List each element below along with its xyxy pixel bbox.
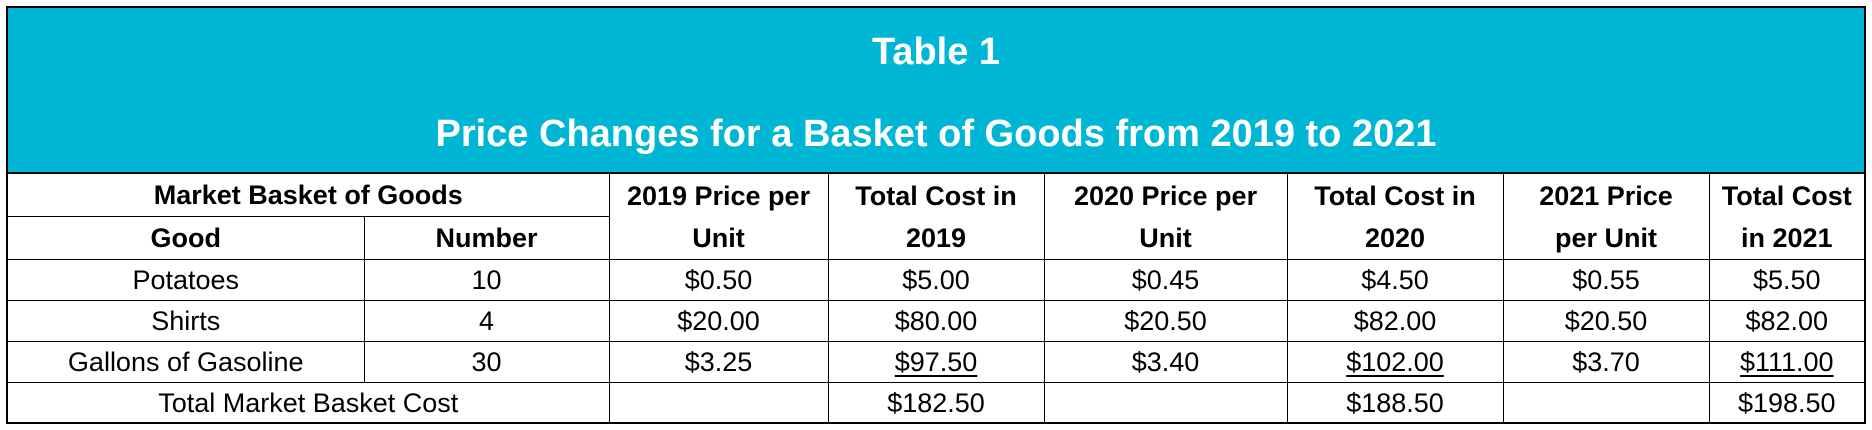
cell-2020-total: $82.00	[1286, 300, 1504, 342]
header-good: Good	[8, 216, 365, 260]
table-banner: Table 1 Price Changes for a Basket of Go…	[8, 8, 1864, 174]
table-row: Potatoes 10 $0.50 $5.00 $0.45 $4.50 $0.5…	[8, 259, 1865, 301]
underlined-value: $102.00	[1346, 346, 1444, 377]
cell-2019-price: $0.50	[608, 259, 829, 301]
header-2019-price: 2019 Price per Unit	[608, 174, 829, 260]
total-2019: $182.50	[827, 382, 1045, 424]
cell-2020-price: $20.50	[1043, 300, 1288, 342]
cell-2019-total: $80.00	[827, 300, 1045, 342]
table-container: Table 1 Price Changes for a Basket of Go…	[6, 6, 1866, 424]
total-label: Total Market Basket Cost	[8, 382, 610, 424]
price-table: Market Basket of Goods 2019 Price per Uni…	[8, 174, 1865, 424]
header-2021-total: Total Cost in 2021	[1708, 174, 1865, 260]
header-2020-total: Total Cost in 2020	[1286, 174, 1504, 260]
header-2019-total: Total Cost in 2019	[827, 174, 1045, 260]
cell-2019-total: $5.00	[827, 259, 1045, 301]
cell-2019-total: $97.50	[827, 341, 1045, 383]
table-subtitle: Price Changes for a Basket of Goods from…	[435, 113, 1437, 155]
total-2020: $188.50	[1286, 382, 1504, 424]
cell-2021-total: $5.50	[1708, 259, 1865, 301]
underlined-value: $111.00	[1739, 346, 1834, 377]
cell-good: Shirts	[8, 300, 365, 342]
cell-2020-total: $4.50	[1286, 259, 1504, 301]
cell-empty	[1043, 382, 1288, 424]
cell-2021-total: $82.00	[1708, 300, 1865, 342]
cell-good: Potatoes	[8, 259, 365, 301]
underlined-value: $97.50	[894, 346, 978, 377]
cell-2021-price: $20.50	[1502, 300, 1710, 342]
cell-2020-total: $102.00	[1286, 341, 1504, 383]
cell-2021-price: $3.70	[1502, 341, 1710, 383]
header-2021-price: 2021 Price per Unit	[1502, 174, 1710, 260]
cell-number: 30	[363, 341, 610, 383]
header-market-basket: Market Basket of Goods	[8, 174, 610, 217]
total-2021: $198.50	[1708, 382, 1865, 424]
cell-good: Gallons of Gasoline	[8, 341, 365, 383]
cell-2020-price: $0.45	[1043, 259, 1288, 301]
cell-empty	[1502, 382, 1710, 424]
header-row-2: Good Number	[8, 216, 1864, 260]
table-row: Gallons of Gasoline 30 $3.25 $97.50 $3.4…	[8, 341, 1865, 383]
cell-number: 10	[363, 259, 610, 301]
header-number: Number	[363, 216, 610, 260]
table-row: Shirts 4 $20.00 $80.00 $20.50 $82.00 $20…	[8, 300, 1865, 342]
header-2020-price: 2020 Price per Unit	[1043, 174, 1288, 260]
cell-2020-price: $3.40	[1043, 341, 1288, 383]
cell-2021-price: $0.55	[1502, 259, 1710, 301]
cell-2019-price: $3.25	[608, 341, 829, 383]
cell-2021-total: $111.00	[1708, 341, 1865, 383]
cell-empty	[608, 382, 829, 424]
table-title: Table 1	[871, 31, 1001, 73]
total-row: Total Market Basket Cost $182.50 $188.50…	[8, 382, 1865, 424]
cell-number: 4	[363, 300, 610, 342]
cell-2019-price: $20.00	[608, 300, 829, 342]
header-row-1: Market Basket of Goods 2019 Price per Uni…	[8, 174, 1865, 260]
